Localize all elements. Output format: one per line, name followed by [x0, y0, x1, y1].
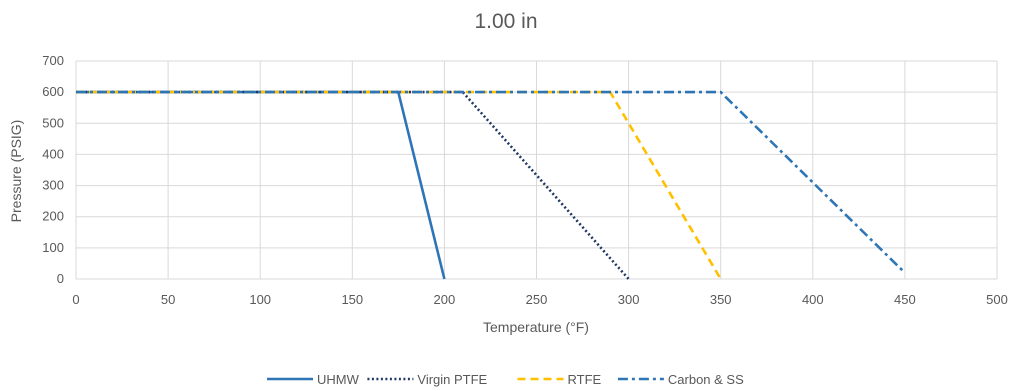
y-tick-label: 400	[42, 146, 64, 161]
series-line-carbon-ss	[76, 90, 906, 274]
y-tick-label: 500	[42, 115, 64, 130]
y-axis-label: Pressure (PSIG)	[8, 120, 24, 223]
legend-label-carbon-ss: Carbon & SS	[668, 372, 744, 387]
x-tick-label: 50	[161, 292, 175, 307]
y-tick-label: 100	[42, 240, 64, 255]
x-tick-label: 150	[341, 292, 363, 307]
plot-area	[76, 90, 906, 280]
x-tick-label: 100	[249, 292, 271, 307]
y-tick-label: 700	[42, 53, 64, 68]
y-tick-label: 600	[42, 84, 64, 99]
legend-label-uhmw: UHMW	[317, 372, 360, 387]
x-tick-label: 200	[434, 292, 456, 307]
legend-label-rtfe: RTFE	[568, 372, 602, 387]
x-tick-label: 500	[986, 292, 1008, 307]
x-tick-label: 300	[618, 292, 640, 307]
tick-labels: 0 100 200 300 400 500 600 700 0 50 100 150 200 250 300…	[42, 53, 1008, 307]
y-tick-label: 0	[57, 271, 64, 286]
y-tick-label: 200	[42, 209, 64, 224]
x-tick-label: 0	[72, 292, 79, 307]
x-tick-label: 350	[710, 292, 732, 307]
x-tick-label: 250	[526, 292, 548, 307]
x-tick-label: 450	[894, 292, 916, 307]
legend: UHMW Virgin PTFE RTFE Carbon & SS	[267, 372, 744, 387]
x-axis-label: Temperature (°F)	[483, 319, 589, 335]
x-tick-label: 400	[802, 292, 824, 307]
gridlines	[75, 60, 998, 280]
y-tick-label: 300	[42, 178, 64, 193]
legend-label-virgin-ptfe: Virgin PTFE	[417, 372, 487, 387]
chart-title: 1.00 in	[474, 10, 537, 33]
